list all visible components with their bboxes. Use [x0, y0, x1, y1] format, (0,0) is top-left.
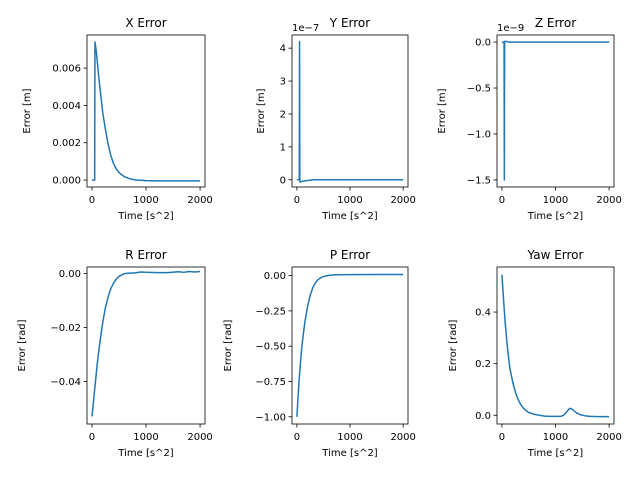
x-tick-label: 1000: [337, 195, 362, 206]
axes-frame: [86, 34, 206, 188]
x-axis-label: Time [s^2]: [117, 211, 174, 222]
y-tick-label: 0.000: [52, 176, 81, 187]
x-tick-label: 2000: [596, 432, 621, 443]
y-tick-label: 0.0: [475, 411, 491, 422]
subplot-1: 0 1000 2000 0.000 0.002 0.004 0.006 X Error Time…: [22, 16, 213, 222]
subplot-2: 0 1000 2000 0 1 2 3 4 1e−7 Y Error Time [s^2] Error…: [256, 16, 416, 222]
x-tick-label: 1000: [133, 195, 158, 206]
subplot-3: 0 1000 2000 0.0 −0.5 −1.0 −1.5 1e−9 Z Error Time …: [437, 16, 622, 222]
y-offset-text: 1e−9: [497, 23, 524, 34]
x-tick-label: 1000: [337, 432, 362, 443]
series-line: [296, 40, 404, 183]
y-tick-label: −0.50: [255, 342, 286, 353]
x-tick-label: 0: [89, 432, 95, 443]
y-tick-label: −0.75: [255, 377, 286, 388]
y-axis-label: Error [rad]: [17, 319, 28, 371]
y-tick-label: 1: [280, 142, 286, 153]
x-axis-label: Time [s^2]: [321, 211, 378, 222]
x-tick-label: 0: [294, 432, 300, 443]
x-tick-label: 2000: [187, 195, 212, 206]
y-tick-label: 3: [280, 77, 286, 88]
x-tick-label: 2000: [187, 432, 212, 443]
series-line: [501, 274, 610, 418]
y-tick-label: 0.002: [52, 138, 81, 149]
y-tick-label: 2: [280, 109, 286, 120]
x-tick-label: 2000: [390, 195, 415, 206]
series-line: [501, 40, 610, 181]
subplot-6: 0 1000 2000 0.0 0.2 0.4 Yaw Error Time [s^2] Err…: [448, 248, 622, 459]
series-line: [296, 273, 404, 417]
y-axis-label: Error [rad]: [223, 319, 234, 371]
x-tick-label: 0: [294, 195, 300, 206]
y-axis-label: Error [m]: [22, 88, 33, 133]
x-tick-label: 1000: [133, 432, 158, 443]
y-axis-label: Error [m]: [256, 88, 267, 133]
y-tick-label: 0.004: [52, 101, 81, 112]
series-line: [91, 270, 201, 417]
x-tick-label: 2000: [596, 195, 621, 206]
y-tick-label: 0.00: [59, 269, 81, 280]
y-tick-label: −1.00: [255, 412, 286, 423]
axes-frame: [496, 266, 615, 425]
subplot-title: Yaw Error: [527, 248, 584, 262]
axes-frame: [496, 34, 615, 188]
x-axis-label: Time [s^2]: [117, 448, 174, 459]
y-tick-label: 0: [280, 175, 286, 186]
subplot-title: X Error: [125, 16, 166, 30]
x-tick-label: 0: [89, 195, 95, 206]
subplot-title: Y Error: [329, 16, 370, 30]
x-tick-label: 2000: [390, 432, 415, 443]
subplot-title: P Error: [330, 248, 370, 262]
y-tick-label: −0.04: [50, 377, 81, 388]
y-tick-label: 4: [280, 44, 286, 55]
axes-frame: [291, 266, 409, 425]
series-line: [91, 41, 201, 182]
y-tick-label: −1.5: [467, 175, 491, 186]
x-tick-label: 1000: [543, 432, 568, 443]
subplot-4: 0 1000 2000 0.00 −0.02 −0.04 R Error Time [s^2]…: [17, 248, 213, 459]
x-axis-label: Time [s^2]: [527, 448, 584, 459]
y-axis-label: Error [m]: [437, 88, 448, 133]
y-tick-label: −1.0: [467, 129, 491, 140]
subplot-5: 0 1000 2000 0.00 −0.25 −0.50 −0.75 −1.00 P Error…: [223, 248, 416, 459]
y-tick-label: −0.25: [255, 306, 286, 317]
x-axis-label: Time [s^2]: [321, 448, 378, 459]
x-tick-label: 1000: [543, 195, 568, 206]
y-axis-label: Error [rad]: [448, 319, 459, 371]
x-tick-label: 0: [499, 195, 505, 206]
x-tick-label: 0: [499, 432, 505, 443]
y-tick-label: 0.006: [52, 64, 81, 75]
y-tick-label: 0.00: [264, 271, 286, 282]
axes-frame: [86, 266, 206, 425]
subplot-title: Z Error: [535, 16, 576, 30]
y-tick-label: 0.4: [475, 308, 491, 319]
y-tick-label: 0.2: [475, 359, 491, 370]
subplot-title: R Error: [125, 248, 166, 262]
y-tick-label: 0.0: [475, 38, 491, 49]
y-tick-label: −0.02: [50, 323, 81, 334]
x-axis-label: Time [s^2]: [527, 211, 584, 222]
y-tick-label: −0.5: [467, 84, 491, 95]
axes-frame: [291, 34, 409, 188]
y-offset-text: 1e−7: [292, 23, 319, 34]
